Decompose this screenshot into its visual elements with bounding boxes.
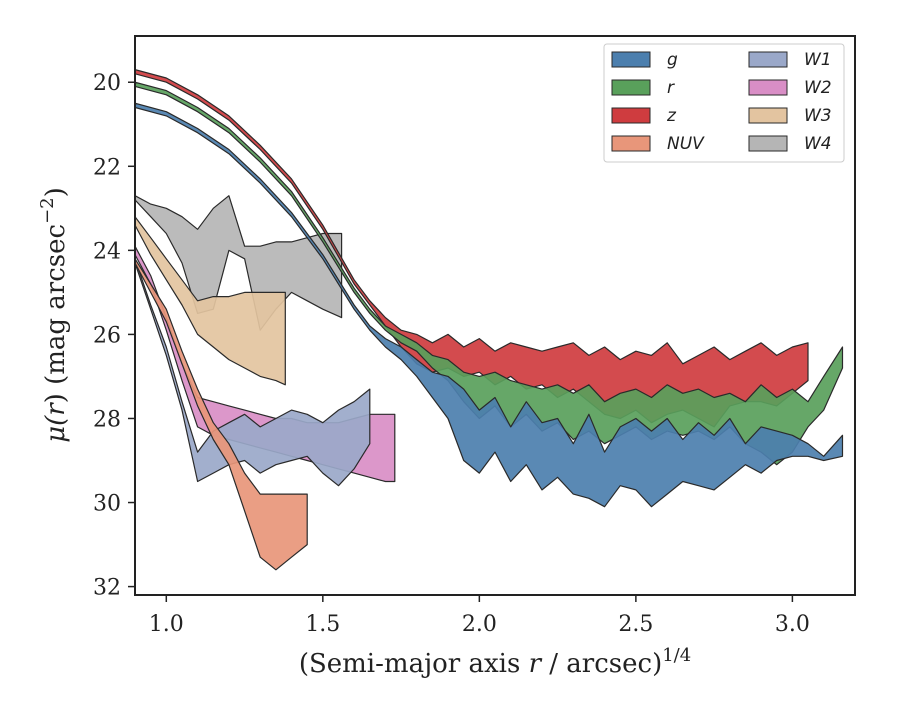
legend-label-z: z <box>666 106 677 126</box>
x-axis: 1.0 1.5 2.0 2.5 3.0 <box>149 595 810 637</box>
x-tick-label: 3.0 <box>775 612 810 637</box>
legend-label-r: r <box>667 78 675 98</box>
x-tick-label: 1.5 <box>305 612 340 637</box>
legend-frame <box>603 43 845 163</box>
y-tick-label: 24 <box>93 239 121 264</box>
legend-label-nuv: NUV <box>667 134 705 154</box>
legend-swatch-z <box>611 107 651 124</box>
legend-swatch-r <box>611 79 651 96</box>
legend-swatch-w4 <box>748 135 788 152</box>
legend-label-g: g <box>667 50 678 70</box>
band-w1 <box>135 258 371 487</box>
y-axis: 20 22 24 26 28 30 32 <box>93 71 135 601</box>
legend-label-w3: W3 <box>804 106 832 126</box>
y-tick-label: 30 <box>93 492 121 517</box>
legend-label-w1: W1 <box>804 50 832 70</box>
legend-swatch-nuv <box>611 135 651 152</box>
x-tick-label: 2.5 <box>618 612 653 637</box>
x-tick-label: 1.0 <box>149 612 184 637</box>
legend-swatch-g <box>611 51 651 68</box>
y-tick-label: 32 <box>93 576 121 601</box>
x-axis-label: (Semi-major axis r / arcsec)1/4 <box>299 645 691 679</box>
legend: grz NUV W1 W2 W3 W4 <box>603 43 845 163</box>
plot-frame <box>134 35 856 596</box>
y-axis-label: μ(r) (mag arcsec−2) <box>37 187 71 443</box>
x-tick-label: 2.0 <box>462 612 497 637</box>
legend-swatch-w2 <box>748 79 788 96</box>
bands-layer <box>135 68 844 571</box>
band-nuv <box>135 258 308 571</box>
band-g <box>135 102 844 508</box>
legend-swatch-w1 <box>748 51 788 68</box>
band-w3 <box>135 216 286 386</box>
legend-label-w2: W2 <box>804 78 832 98</box>
y-tick-label: 20 <box>93 71 121 96</box>
y-tick-label: 28 <box>93 407 121 432</box>
y-tick-label: 26 <box>93 323 121 348</box>
legend-label-w4: W4 <box>804 134 832 154</box>
band-r <box>135 81 844 466</box>
y-tick-label: 22 <box>93 155 121 180</box>
legend-swatch-w3 <box>748 107 788 124</box>
